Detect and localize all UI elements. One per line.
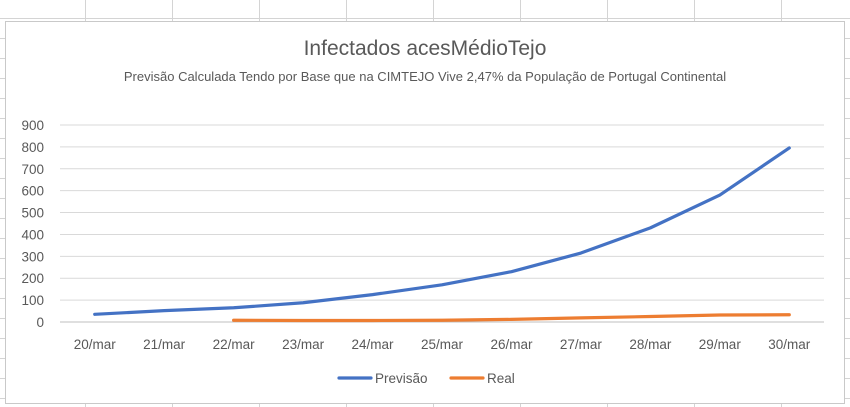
y-tick-label: 900	[21, 118, 44, 133]
chart-title: Infectados acesMédioTejo	[303, 37, 547, 60]
y-tick-label: 200	[21, 271, 44, 286]
y-tick-label: 800	[21, 140, 44, 155]
y-tick-label: 0	[36, 315, 44, 330]
series-line-previs-o	[93, 146, 791, 316]
legend-label: Real	[487, 371, 515, 386]
x-tick-label: 27/mar	[560, 337, 603, 352]
legend-label: Previsão	[375, 371, 428, 386]
y-tick-label: 100	[21, 293, 44, 308]
x-tick-label: 20/mar	[74, 337, 117, 352]
x-tick-label: 22/mar	[213, 337, 256, 352]
line-chart: 0 100 200 300 400 500 600 700 800 900 20/mar 21/mar…	[21, 118, 824, 386]
x-tick-label: 25/mar	[421, 337, 464, 352]
y-tick-label: 700	[21, 162, 44, 177]
y-tick-label: 400	[21, 227, 44, 242]
x-tick-label: 24/mar	[352, 337, 395, 352]
x-tick-label: 23/mar	[282, 337, 325, 352]
y-tick-label: 600	[21, 184, 44, 199]
x-tick-label: 28/mar	[629, 337, 672, 352]
x-tick-label: 26/mar	[490, 337, 533, 352]
x-tick-label: 21/mar	[143, 337, 186, 352]
series-line-real	[232, 313, 791, 323]
x-tick-label: 30/mar	[768, 337, 811, 352]
chart-subtitle: Previsão Calculada Tendo por Base que na…	[123, 69, 727, 84]
x-tick-label: 29/mar	[699, 337, 742, 352]
y-tick-label: 500	[21, 206, 44, 221]
chart-area[interactable]: Infectados acesMédioTejo Previsão Calcul…	[5, 21, 845, 404]
y-tick-label: 300	[21, 249, 44, 264]
